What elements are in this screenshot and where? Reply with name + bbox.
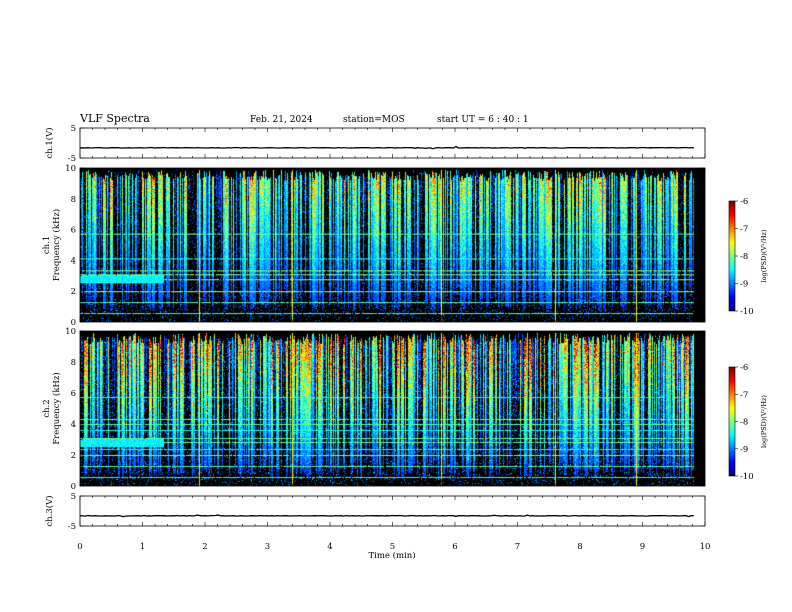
y-tick-label: 8 [71,195,76,205]
y-tick-label: 6 [71,389,76,399]
x-tick-label: 4 [327,542,332,552]
y-tick-label: 10 [65,164,76,174]
colorbar-tick-label: -6 [740,197,748,207]
y-tick-label: 2 [71,287,76,297]
x-tick-label: 8 [577,542,582,552]
y-tick-label: 0 [71,482,76,492]
colorbar-tick-label: -8 [740,418,748,428]
x-tick-label: 9 [640,542,645,552]
colorbar-tick-label: -9 [740,445,748,455]
x-tick-label: 10 [700,542,711,552]
colorbar-tick-label: -6 [740,363,748,373]
y-tick-label: 8 [71,358,76,368]
x-tick-label: 7 [515,542,520,552]
y-tick-label: -5 [68,522,76,532]
colorbar-tick-label: -9 [740,280,748,290]
y-tick-label: 4 [71,420,76,430]
colorbar-tick-label: -10 [740,472,754,482]
ch1-spectrogram-image [80,168,705,322]
colorbar-tick-label: -8 [740,252,748,262]
ch2-spectrogram-image [80,331,705,486]
colorbar-label: log(PSD)(V²/Hz) [760,229,768,282]
ch1-colorbar [729,201,735,311]
figure-title: VLF Spectra [79,112,150,125]
axes-layer: -6 -7 -8 -9 -10 log(PSD)(V²/Hz) -6 -7 -8 -9 -10 log… [42,124,768,552]
y-tick-label: 2 [71,451,76,461]
panel-frame [79,495,706,527]
y-axis-label: ch.1(V) [44,127,55,158]
y-tick-label: 5 [71,492,76,502]
date-label: Feb. 21, 2024 [250,115,313,125]
colorbar-tick-label: -7 [740,390,748,400]
x-tick-label: 3 [265,542,270,552]
y-axis-label: ch.2 [42,399,52,417]
colorbar-tick-label: -7 [740,225,748,235]
y-tick-label: 0 [71,318,76,328]
colorbar-label: log(PSD)(V²/Hz) [760,395,768,448]
y-axis-label: ch.1 [42,236,52,254]
y-tick-label: 10 [65,327,76,337]
y-tick-label: 5 [71,124,76,134]
x-tick-label: 2 [202,542,207,552]
colorbar-tick-label: -10 [740,307,754,317]
ch2-colorbar [729,367,735,476]
y-tick-label: 4 [71,256,76,266]
x-tick-label: 0 [77,542,82,552]
x-tick-label: 6 [452,542,457,552]
y-axis-label: Frequency (kHz) [51,209,62,281]
x-tick-label: 5 [390,542,395,552]
x-axis-label: Time (min) [368,550,415,561]
start-time-label: start UT = 6 : 40 : 1 [437,115,529,125]
y-axis-label: ch.3(V) [44,495,55,526]
station-label: station=MOS [343,115,405,125]
y-tick-label: -5 [68,154,76,164]
y-tick-label: 6 [71,226,76,236]
x-tick-label: 1 [140,542,145,552]
waveform-trace [79,514,694,518]
panel-frame [79,127,706,159]
waveform-trace [79,145,694,150]
y-axis-label: Frequency (kHz) [51,372,62,444]
